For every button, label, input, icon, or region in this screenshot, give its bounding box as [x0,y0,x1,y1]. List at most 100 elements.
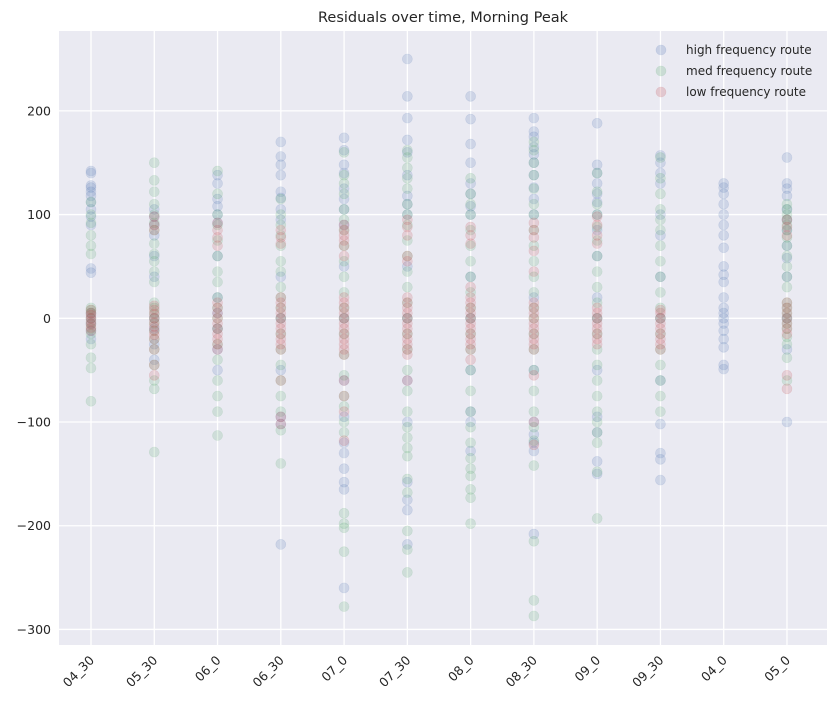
scatter-point [718,276,730,288]
scatter-point [528,439,540,451]
scatter-point [402,312,413,324]
scatter-point [528,328,540,340]
scatter-point [338,401,350,412]
scatter-point [718,302,730,314]
scatter-point [275,159,287,171]
scatter-point [465,364,476,376]
scatter-point [148,250,160,262]
scatter-point [465,188,476,200]
scatter-point [591,238,603,249]
scatter-point [148,297,160,309]
scatter-point [655,375,666,386]
scatter-point [528,333,540,345]
scatter-point [781,370,793,381]
scatter-point [465,307,476,319]
scatter-point [591,188,603,200]
scatter-point [275,151,287,162]
scatter-point [591,219,603,231]
scatter-point [275,411,287,423]
scatter-point [528,224,540,236]
scatter-point [655,418,666,430]
legend-label: high frequency route [686,43,812,57]
scatter-point [212,430,223,441]
scatter-point [212,169,223,181]
scatter-point [402,539,413,550]
scatter-point [718,342,730,353]
y-tick-label: −100 [17,415,51,430]
scatter-point [655,307,666,319]
legend-marker [655,65,667,77]
scatter-point [655,328,666,340]
scatter-point [402,450,413,462]
scatter-point [465,302,476,314]
scatter-point [655,447,666,459]
scatter-point [718,209,730,220]
scatter-point [402,198,413,210]
scatter-point [148,224,160,236]
scatter-point [655,344,666,355]
scatter-point [781,214,793,226]
scatter-point [718,363,730,375]
scatter-point [528,271,540,283]
scatter-point [338,235,350,246]
scatter-point [85,333,97,345]
scatter-point [655,312,666,324]
scatter-point [781,230,793,241]
scatter-point [528,429,540,440]
scatter-point [402,544,413,555]
scatter-point [402,312,413,324]
series-3 [85,211,793,451]
scatter-point [338,240,350,251]
scatter-point [465,302,476,314]
scatter-point [528,421,540,433]
scatter-point [528,460,540,471]
legend: high frequency route med frequency route l… [655,43,812,99]
scatter-point [718,188,730,200]
scatter-point [528,610,540,622]
scatter-point [275,318,287,329]
scatter-point [781,204,793,215]
scatter-point [655,318,666,329]
scatter-point [465,292,476,303]
scatter-point [338,370,350,381]
series-2 [85,136,793,622]
scatter-point [338,344,350,355]
scatter-point [528,209,540,220]
scatter-point [338,240,350,251]
scatter-point [781,271,793,283]
scatter-point [338,437,350,449]
scatter-point [655,333,666,345]
scatter-point [528,595,540,606]
scatter-point [781,252,793,264]
scatter-point [591,456,603,467]
scatter-point [528,224,540,236]
scatter-point [528,312,540,324]
scatter-point [148,186,160,198]
scatter-point [212,165,223,177]
legend-marker [655,44,667,56]
scatter-point [338,287,350,298]
scatter-point [148,304,160,316]
scatter-point [528,149,540,160]
scatter-point [85,267,97,278]
scatter-point [465,338,476,350]
scatter-point [212,217,223,229]
scatter-point [528,240,540,251]
scatter-point [465,318,476,329]
scatter-point [148,359,160,371]
scatter-point [528,328,540,340]
scatter-point [148,217,160,229]
scatter-point [338,406,350,417]
scatter-point [781,183,793,194]
scatter-point [212,217,223,229]
scatter-point [591,302,603,314]
scatter-point [528,385,540,397]
scatter-point [465,271,476,283]
scatter-point [781,307,793,319]
scatter-point [148,344,160,355]
scatter-point [402,214,413,226]
scatter-point [781,232,793,243]
scatter-point [148,312,160,324]
scatter-point [338,522,350,534]
scatter-point [338,375,350,386]
